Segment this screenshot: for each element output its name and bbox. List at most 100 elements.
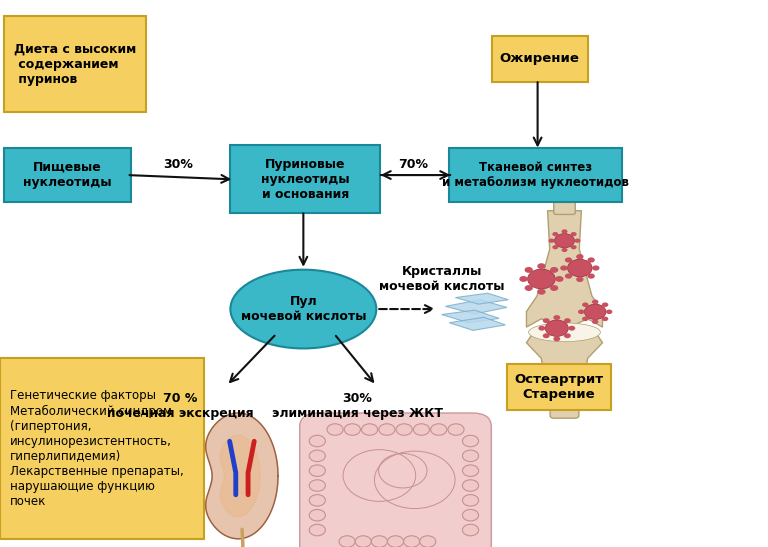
Circle shape [602,317,608,321]
Circle shape [545,320,568,336]
Circle shape [568,259,592,277]
Circle shape [387,536,404,547]
Circle shape [550,285,558,291]
Circle shape [576,277,584,282]
Polygon shape [206,413,278,539]
FancyBboxPatch shape [230,145,380,213]
Circle shape [462,509,478,521]
Circle shape [538,263,545,269]
Circle shape [310,480,326,491]
Circle shape [355,536,372,547]
Circle shape [564,333,571,338]
Polygon shape [220,435,260,517]
Circle shape [362,424,378,435]
Circle shape [462,465,478,476]
FancyBboxPatch shape [0,358,204,539]
Circle shape [584,304,606,319]
Circle shape [554,234,574,248]
Circle shape [550,267,558,273]
Circle shape [310,509,326,521]
Text: Кристаллы
мочевой кислоты: Кристаллы мочевой кислоты [379,265,505,293]
Circle shape [462,524,478,536]
Text: Остеартрит
Старение: Остеартрит Старение [514,373,604,401]
Circle shape [555,276,564,282]
Text: 70%: 70% [398,158,429,171]
Circle shape [538,289,545,295]
Circle shape [339,536,355,547]
Ellipse shape [528,323,601,342]
Circle shape [344,424,360,435]
FancyBboxPatch shape [554,196,575,214]
Circle shape [462,435,478,447]
Text: 70 %
почечная экскреция: 70 % почечная экскреция [108,392,253,420]
Circle shape [538,325,545,330]
Circle shape [553,315,560,320]
Ellipse shape [230,270,376,348]
Circle shape [372,536,388,547]
Circle shape [560,265,568,271]
FancyBboxPatch shape [550,394,579,418]
Circle shape [588,274,595,279]
Circle shape [588,257,595,263]
Circle shape [568,325,575,330]
Circle shape [310,465,326,476]
Circle shape [462,480,478,491]
Text: 30%: 30% [164,158,193,171]
Circle shape [571,232,577,236]
Circle shape [431,424,447,435]
Circle shape [574,238,581,243]
Circle shape [564,257,572,263]
Circle shape [310,524,326,536]
Circle shape [548,238,554,243]
Circle shape [553,336,560,341]
Circle shape [519,276,528,282]
Text: Пищевые
нуклеотиды: Пищевые нуклеотиды [23,161,111,189]
Polygon shape [455,293,508,304]
Circle shape [561,229,568,234]
Circle shape [448,424,464,435]
Polygon shape [449,317,505,330]
Circle shape [552,232,558,236]
Polygon shape [445,300,507,314]
Circle shape [310,494,326,506]
Circle shape [571,245,577,249]
Circle shape [592,300,598,304]
Circle shape [543,333,550,338]
Circle shape [582,302,588,307]
FancyBboxPatch shape [4,148,131,202]
Circle shape [582,317,588,321]
Polygon shape [526,211,602,329]
FancyBboxPatch shape [492,36,588,82]
Polygon shape [442,310,499,323]
Text: 30%
элиминация через ЖКТ: 30% элиминация через ЖКТ [272,392,442,420]
Circle shape [404,536,419,547]
Circle shape [543,318,550,323]
Circle shape [525,267,533,273]
Circle shape [525,285,533,291]
Circle shape [552,245,558,249]
Circle shape [528,269,555,289]
Circle shape [564,318,571,323]
Circle shape [602,302,608,307]
FancyBboxPatch shape [507,364,611,410]
Text: Пул
мочевой кислоты: Пул мочевой кислоты [240,295,366,323]
FancyBboxPatch shape [4,16,146,112]
Circle shape [462,450,478,462]
Circle shape [564,274,572,279]
Circle shape [462,494,478,506]
Polygon shape [526,327,602,402]
Circle shape [592,319,598,324]
Circle shape [379,424,395,435]
Circle shape [310,450,326,462]
Circle shape [419,536,436,547]
Text: Генетические факторы
Метаболический синдром
(гипертония,
инсулинорезистентность,: Генетические факторы Метаболический синд… [10,389,184,508]
Circle shape [578,310,584,314]
Circle shape [576,254,584,259]
Text: Ожирение: Ожирение [499,53,580,65]
Circle shape [327,424,343,435]
Circle shape [561,248,568,252]
Text: Пуриновые
нуклеотиды
и основания: Пуриновые нуклеотиды и основания [261,158,349,201]
FancyBboxPatch shape [300,413,492,547]
Circle shape [413,424,429,435]
Circle shape [606,310,612,314]
